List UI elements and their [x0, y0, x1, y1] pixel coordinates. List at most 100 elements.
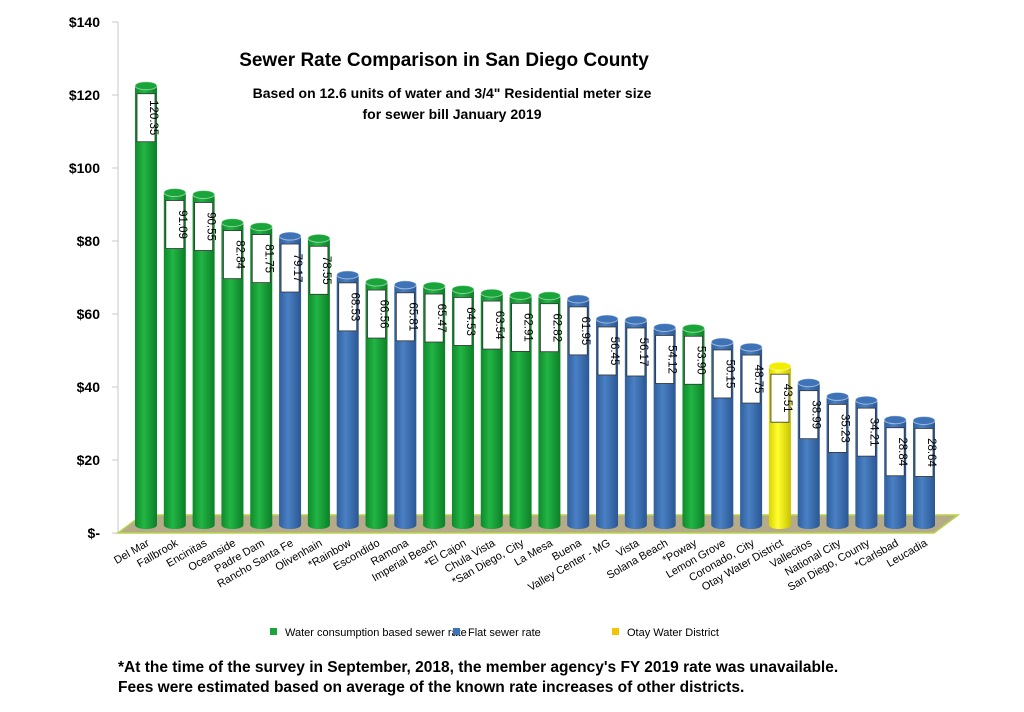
value-label: 79.17	[291, 254, 303, 283]
value-label-box	[684, 335, 703, 385]
bar-top	[912, 415, 936, 425]
y-tick-label: $120	[69, 87, 100, 103]
value-label: 91.09	[176, 210, 188, 239]
value-label-box	[367, 289, 386, 339]
bar-base	[538, 521, 561, 529]
bar-base	[163, 521, 186, 529]
footnote-line-1: *At the time of the survey in September,…	[118, 659, 839, 676]
bar-base	[711, 521, 734, 529]
bar-body	[135, 85, 157, 525]
value-label-box	[655, 335, 675, 384]
bar-water: 78.55	[307, 233, 332, 529]
value-label-box	[914, 428, 934, 477]
bar-top	[220, 218, 244, 228]
value-label-box	[885, 427, 905, 477]
bar-water: 120.35	[134, 81, 159, 529]
bar-water: 53.90	[681, 323, 706, 529]
bar-water: 62.91	[509, 290, 534, 529]
bar-base	[913, 521, 935, 529]
bar-flat: 56.45	[595, 314, 620, 529]
chart-title: Sewer Rate Comparison in San Diego Count…	[239, 50, 649, 71]
bar-top	[595, 314, 619, 324]
bar-body	[451, 289, 474, 525]
value-label-box	[770, 373, 790, 423]
value-label-box	[511, 302, 530, 352]
bar-flat: 61.95	[566, 294, 591, 529]
value-label: 48.75	[752, 365, 764, 394]
value-label: 62.82	[550, 313, 562, 342]
value-label-box	[482, 300, 502, 350]
bar-base	[596, 521, 619, 529]
value-label: 61.95	[579, 316, 591, 345]
bar-top	[768, 361, 792, 371]
value-label: 35.23	[839, 414, 851, 443]
value-label-box	[712, 349, 732, 399]
bar-top	[739, 342, 763, 352]
bar-flat: 79.17	[278, 231, 303, 529]
bar-base	[423, 521, 446, 529]
value-label: 34.21	[867, 418, 879, 447]
bar-base	[884, 521, 907, 529]
y-tick-label: $140	[69, 14, 100, 30]
bar-flat: 56.17	[624, 315, 649, 529]
bar-body	[538, 295, 561, 525]
value-label-box	[799, 390, 819, 440]
bar-base	[135, 521, 157, 529]
bar-base	[740, 521, 763, 529]
bar-flat: 35.23	[826, 391, 851, 529]
value-label: 63.54	[493, 311, 505, 340]
legend-swatch-flat	[453, 628, 460, 635]
value-label-box	[741, 354, 761, 404]
value-label-box	[568, 306, 588, 356]
bar-top	[163, 188, 187, 198]
bar-top	[480, 288, 504, 298]
bar-top	[307, 233, 331, 243]
bar-top	[336, 270, 360, 280]
y-tick-label: $40	[77, 379, 101, 395]
bar-top	[422, 281, 446, 291]
y-tick-label: $20	[77, 452, 101, 468]
value-label: 81.75	[262, 244, 274, 273]
value-label-box	[251, 234, 271, 284]
bar-top	[365, 277, 389, 287]
bar-base	[855, 521, 878, 529]
bar-water: 91.09	[163, 188, 188, 529]
bar-body	[567, 298, 590, 525]
value-label: 38.99	[810, 400, 822, 429]
value-label: 43.51	[781, 384, 793, 413]
bar-base	[797, 521, 820, 529]
bar-body	[192, 194, 215, 525]
value-label-box	[165, 200, 185, 249]
bar-body	[336, 274, 359, 525]
bar-base	[394, 521, 417, 529]
value-label: 68.53	[349, 292, 361, 321]
bar-water: 63.54	[480, 288, 505, 529]
bar-top	[537, 291, 561, 301]
bar-flat: 28.84	[883, 415, 908, 529]
bar-base	[307, 521, 330, 529]
bar-body	[221, 222, 244, 525]
bar-body	[163, 192, 186, 526]
value-label-box	[424, 293, 444, 343]
bar-body	[279, 236, 302, 526]
bar-top	[566, 294, 590, 304]
bar-base	[509, 521, 532, 529]
bar-water: 82.84	[220, 218, 245, 529]
value-label: 90.55	[205, 212, 217, 241]
value-label: 82.84	[233, 240, 245, 269]
bar-flat: 65.81	[393, 280, 418, 529]
bar-otay: 43.51	[768, 361, 793, 529]
bar-flat: 54.12	[653, 322, 678, 529]
value-label: 53.90	[694, 346, 706, 375]
bar-flat: 50.15	[710, 337, 735, 529]
bar-top	[249, 222, 273, 232]
value-label: 28.64	[925, 438, 937, 467]
value-label-box	[280, 243, 300, 293]
value-label-box	[136, 93, 156, 143]
value-label: 56.17	[637, 338, 649, 367]
value-label: 65.81	[406, 302, 418, 331]
bar-base	[336, 521, 359, 529]
bar-base	[451, 521, 474, 529]
value-label-box	[453, 297, 473, 346]
bar-body	[394, 284, 417, 525]
